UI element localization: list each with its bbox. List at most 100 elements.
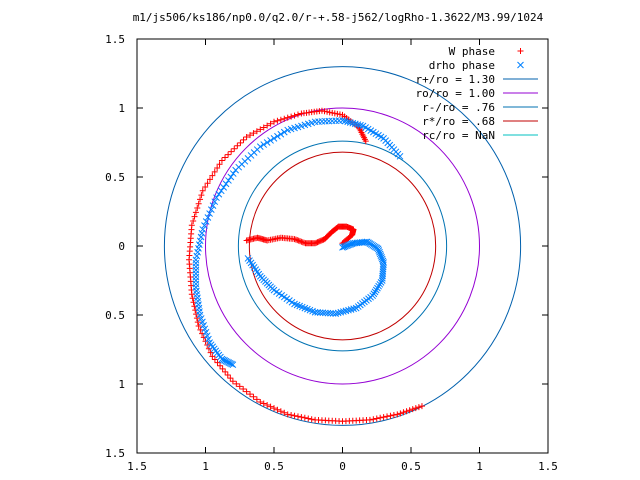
marker-0-46 (250, 130, 257, 137)
marker-0-61 (206, 176, 213, 183)
marker-0-107 (217, 362, 224, 369)
marker-0-64 (199, 187, 206, 194)
marker-3-45 (345, 306, 352, 314)
marker-3-78 (376, 248, 383, 256)
marker-3-38 (327, 309, 334, 317)
marker-0-167 (415, 404, 422, 411)
axis-ticks: 1.5 1 0.5 0 0.5 1 1.51.510.500.511.5 (105, 33, 558, 473)
y-tick-label-0: 1.5 (105, 447, 125, 460)
marker-0-126 (277, 408, 284, 415)
marker-2-65 (211, 198, 219, 206)
marker-0-63 (202, 184, 209, 191)
marker-3-35 (319, 309, 327, 317)
y-tick-label-5: 1 (118, 102, 125, 115)
marker-2-63 (215, 190, 223, 198)
marker-2-61 (220, 183, 228, 191)
marker-0-93 (193, 311, 200, 318)
series-3 (244, 238, 387, 317)
marker-0-152 (366, 416, 373, 423)
marker-0-122 (264, 402, 271, 409)
marker-2-44 (270, 135, 278, 142)
marker-0-105 (211, 356, 218, 363)
marker-3-76 (377, 252, 385, 260)
marker-2-80 (192, 256, 200, 264)
marker-2-56 (232, 166, 239, 174)
marker-3-36 (322, 309, 329, 317)
marker-2-68 (206, 210, 213, 217)
marker-2-87 (192, 280, 200, 288)
marker-0-39 (274, 117, 281, 124)
marker-0-113 (233, 380, 240, 387)
marker-0-100 (202, 338, 209, 345)
x-tick-label-1: 1 (202, 460, 209, 473)
marker-0-129 (288, 412, 295, 419)
marker-2-40 (284, 126, 292, 134)
marker-0-67 (195, 200, 202, 207)
marker-0-37 (281, 115, 288, 122)
series-0 (186, 107, 425, 425)
marker-2-85 (192, 273, 200, 281)
marker-0-40 (271, 118, 277, 125)
marker-0-159 (390, 412, 397, 419)
marker-3-103 (340, 243, 348, 251)
marker-2-59 (225, 177, 232, 184)
marker-0-110 (224, 372, 231, 379)
marker-3-75 (378, 254, 385, 261)
marker-0-104 (209, 353, 216, 360)
marker-2-81 (192, 259, 200, 267)
marker-0-154 (373, 415, 380, 422)
marker-0-94 (193, 315, 200, 322)
marker-0-66 (197, 196, 204, 203)
marker-0-89 (189, 295, 196, 302)
marker-0-36 (284, 114, 291, 121)
legend-label-0: W phase (449, 45, 495, 58)
marker-1-34 (294, 237, 301, 244)
marker-0-57 (216, 161, 223, 168)
marker-2-45 (267, 137, 274, 144)
marker-2-21 (346, 119, 354, 126)
marker-0-34 (291, 112, 298, 119)
marker-2-42 (277, 130, 285, 138)
marker-3-47 (350, 305, 357, 313)
legend-label-6: rc/ro = NaN (422, 129, 495, 142)
marker-0-35 (288, 113, 295, 120)
marker-2-20 (349, 119, 357, 127)
marker-0-155 (377, 414, 384, 421)
marker-2-82 (192, 263, 200, 271)
marker-0-32 (298, 110, 305, 117)
marker-2-86 (192, 277, 200, 284)
x-tick-label-5: 1 (476, 460, 483, 473)
marker-0-161 (397, 410, 404, 417)
marker-0-118 (250, 393, 257, 400)
marker-0-166 (412, 405, 419, 412)
marker-0-119 (253, 396, 260, 403)
marker-0-41 (267, 120, 274, 127)
marker-0-168 (418, 403, 425, 410)
marker-0-120 (257, 398, 264, 405)
marker-0-51 (234, 142, 241, 149)
marker-0-17 (336, 111, 343, 118)
marker-2-23 (341, 117, 349, 125)
marker-0-69 (192, 209, 199, 216)
legend-label-5: r*/ro = .68 (422, 115, 495, 128)
marker-2-18 (354, 121, 362, 128)
marker-2-43 (274, 132, 281, 140)
circle-0 (163, 66, 522, 426)
marker-0-95 (194, 319, 201, 326)
marker-0-117 (247, 391, 254, 398)
series-1 (243, 223, 357, 247)
marker-0-49 (240, 136, 247, 143)
chart-title: m1/js506/ks186/np0.0/q2.0/r-+.58-j562/lo… (133, 11, 544, 24)
marker-0-60 (209, 172, 216, 179)
marker-0-47 (247, 132, 254, 139)
marker-0-132 (298, 414, 305, 421)
marker-3-34 (316, 309, 324, 316)
y-tick-label-2: 0.5 (105, 309, 125, 322)
marker-3-32 (311, 308, 319, 316)
legend-swatch-1 (517, 61, 524, 69)
marker-2-46 (263, 139, 271, 146)
marker-0-53 (228, 148, 235, 155)
marker-0-48 (243, 133, 250, 140)
marker-0-164 (406, 407, 413, 414)
